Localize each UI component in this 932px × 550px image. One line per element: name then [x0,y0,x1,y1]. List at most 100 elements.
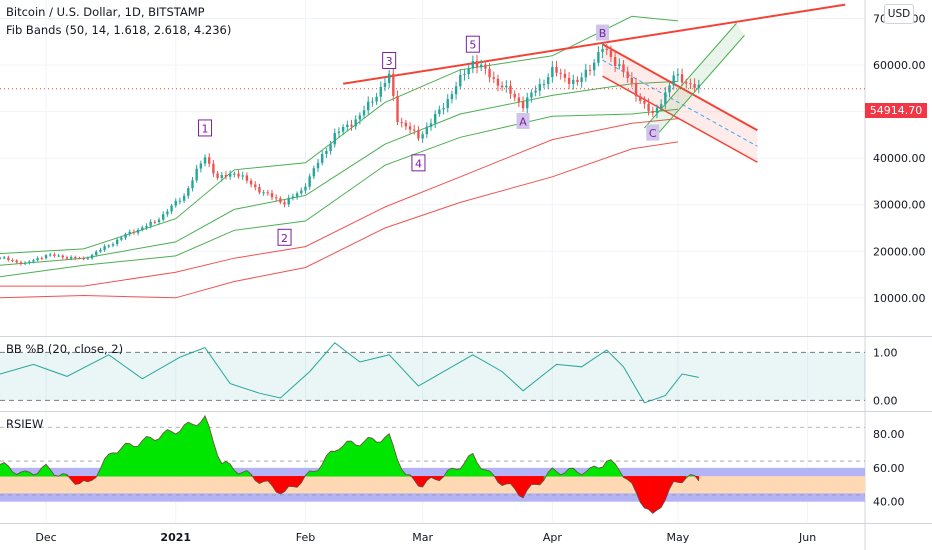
candle-body [258,187,261,193]
candle-body [496,78,500,86]
x-tick-label: May [667,531,690,544]
candle-body [613,57,617,66]
candle-body [480,64,483,68]
candle-body [216,173,219,178]
candle-body [450,94,454,100]
candle-body [178,200,182,202]
candle-body [65,257,69,259]
candle-body [521,101,525,109]
candle-body [254,184,257,188]
candle-body [274,197,278,199]
candle-body [396,95,399,123]
rsi-area-segment [648,476,654,514]
bb-percent-b-pane[interactable] [0,342,865,404]
candle-body [488,68,491,78]
candle-body [664,92,667,105]
candle-body [245,175,249,181]
candle-body [78,258,81,260]
candle-body [362,110,366,116]
rsi-area-segment [108,452,114,477]
candle-body [417,129,420,139]
rsi-area-segment [121,442,126,477]
rsi-area-segment [158,432,164,477]
candle-body [53,254,56,256]
x-tick-label: Feb [296,531,315,544]
rsi-area-segment [142,435,147,477]
candle-body [15,260,18,263]
candle-body [685,82,688,84]
candle-body [459,74,462,87]
candle-body [584,69,588,78]
candle-body [141,227,144,230]
candle-body [208,157,211,164]
candle-body [371,101,374,103]
candle-body [44,255,48,259]
rsi-area-segment [652,476,658,514]
rsi-area-segment [175,430,181,477]
rsi-area-segment [167,429,172,477]
candle-body [295,193,299,197]
fib-band-line [0,80,678,266]
candle-body [500,85,504,88]
candle-body [7,257,10,260]
candle-body [111,244,115,246]
currency-button[interactable]: USD [884,4,914,24]
rsi-area-segment [171,431,176,477]
rsi-area-segment [460,462,465,477]
wave-label: 4 [415,157,422,170]
rsiew-pane[interactable] [0,415,865,514]
rsi-band-lower [0,493,865,502]
candle-body [354,119,357,127]
candle-body [551,66,554,78]
rsi-area-segment [321,455,327,477]
x-tick-label: Mar [412,531,433,544]
rsi-area-segment [125,443,130,477]
candle-body [61,255,64,258]
candle-body [57,255,60,257]
rsi-area-segment [380,436,386,477]
wave-label: 1 [202,122,209,135]
candle-body [107,245,110,247]
candle-body [86,258,90,260]
ascending-channel-line [644,22,737,129]
price-pane[interactable]: 1 2 3 4 5 A B C [0,3,865,299]
candle-body [693,84,696,88]
candle-body [69,257,73,259]
rsi-area-segment [355,444,361,477]
candle-body [622,64,625,72]
candle-body [446,99,449,109]
rsi-area-segment [133,445,139,477]
candle-body [676,74,680,76]
rsi-area-segment [338,445,344,477]
candle-body [74,257,77,259]
candle-body [132,231,136,233]
y-tick-label: 30000.00 [873,199,926,212]
candle-body [438,109,441,114]
rsi-band-upper [0,467,865,477]
candle-body [668,85,671,93]
candle-body [672,75,675,86]
rsi-area-segment [188,421,193,477]
rsi-area-segment [288,476,294,487]
x-tick-label: 2021 [160,531,191,544]
candle-body [597,51,600,63]
candle-body [40,258,44,260]
rsi-area-segment [112,452,118,477]
candle-body [90,254,94,259]
rsi-area-segment [183,421,189,477]
rsi-area-segment [677,476,683,484]
rsi-area-segment [518,476,524,499]
candle-body [203,157,207,164]
rsi-area-segment [476,461,482,477]
candle-body [19,262,23,264]
wave-label-box [277,228,292,246]
rsi-area-segment [104,453,110,477]
wave-label: 2 [281,232,288,245]
trendline [342,3,846,85]
rsi-tick-label: 40.00 [873,496,905,509]
candle-body [145,225,148,228]
rsi-area-segment [45,463,51,477]
rsi-area-segment [154,438,160,477]
wave-label: 5 [469,39,476,52]
